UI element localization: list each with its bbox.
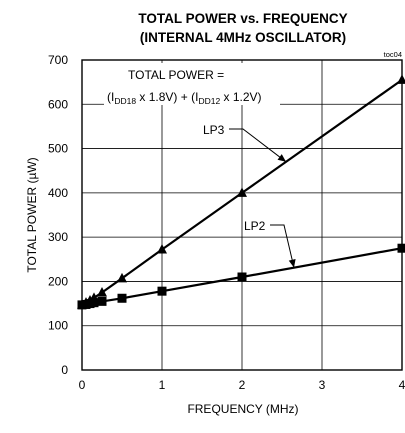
x-tick-label: 1: [159, 378, 166, 392]
data-point-lp2: [90, 298, 99, 307]
y-tick-label: 500: [48, 142, 68, 156]
x-axis-label: FREQUENCY (MHz): [187, 402, 298, 416]
y-tick-label: 300: [48, 230, 68, 244]
x-tick-label: 4: [399, 378, 405, 392]
data-point-lp3: [157, 244, 167, 254]
grid: [82, 60, 402, 370]
data-point-lp2: [158, 287, 167, 296]
x-tick-label: 2: [239, 378, 246, 392]
series-arrow-lp3: [278, 154, 286, 162]
data-point-lp3: [97, 287, 107, 297]
y-tick-label: 700: [48, 53, 68, 67]
data-point-lp2: [118, 294, 127, 303]
data-point-lp3: [117, 273, 127, 283]
annotation-line1: TOTAL POWER =: [128, 68, 224, 82]
series-arrow-lp2: [289, 259, 296, 268]
y-tick-label: 600: [48, 97, 68, 111]
data-point-lp3: [397, 74, 405, 84]
x-tick-label: 3: [319, 378, 326, 392]
series-label-lp3: LP3: [203, 123, 225, 137]
series-leader-lp3: [229, 129, 286, 162]
y-tick-label: 0: [61, 363, 68, 377]
y-axis-label: TOTAL POWER (µW): [25, 157, 39, 272]
series-labels: LP3 LP2: [203, 123, 296, 268]
chart-title-line2: (INTERNAL 4MHz OSCILLATOR): [140, 30, 346, 45]
chart-tag: toc04: [384, 50, 402, 59]
y-tick-label: 200: [48, 274, 68, 288]
x-tick-label: 0: [79, 378, 86, 392]
series-group: [77, 74, 405, 309]
y-tick-label: 100: [48, 319, 68, 333]
data-point-lp2: [398, 244, 405, 253]
data-point-lp2: [98, 297, 107, 306]
series-label-lp2: LP2: [244, 219, 266, 233]
chart-title-line1: TOTAL POWER vs. FREQUENCY: [138, 11, 347, 26]
data-point-lp2: [238, 273, 247, 282]
data-point-lp3: [237, 187, 247, 197]
y-tick-label: 400: [48, 186, 68, 200]
